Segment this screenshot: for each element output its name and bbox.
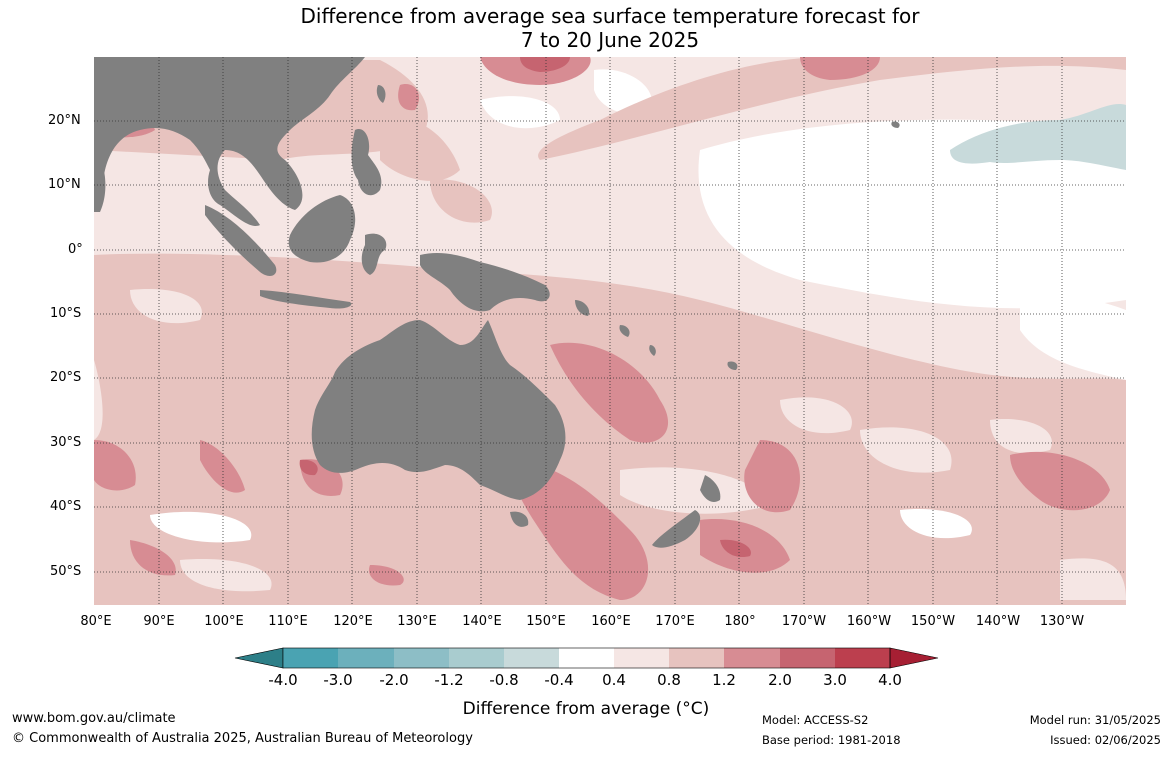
colorbar-bin <box>614 648 669 668</box>
colorbar-bin <box>835 648 890 668</box>
lat-label: 40°S <box>50 499 82 514</box>
colorbar-tick: -3.0 <box>323 671 353 689</box>
map-title-line2: 7 to 20 June 2025 <box>520 28 700 52</box>
colorbar <box>234 647 939 669</box>
lon-label: 160°W <box>846 614 892 629</box>
colorbar-tick: -1.2 <box>434 671 464 689</box>
lon-label: 140°W <box>975 614 1021 629</box>
land-nz-south <box>652 510 701 548</box>
colorbar-bin <box>724 648 780 668</box>
colorbar-tick: -4.0 <box>268 671 298 689</box>
lat-label: 0° <box>68 242 83 257</box>
map-title-line1: Difference from average sea surface temp… <box>300 4 920 28</box>
colorbar-frame <box>282 647 891 669</box>
warm-0.4-pockets <box>130 289 1126 600</box>
colorbar-title: Difference from average (°C) <box>462 699 710 719</box>
copyright-text: © Commonwealth of Australia 2025, Austra… <box>12 731 473 746</box>
land-asia <box>94 57 365 226</box>
colorbar-high-arrow <box>889 647 939 669</box>
colorbar-bin <box>449 648 504 668</box>
cool-region <box>950 103 1126 170</box>
lon-label: 80°E <box>80 614 112 629</box>
land-tasmania <box>510 511 529 527</box>
lon-label: 180° <box>724 614 756 629</box>
website-link[interactable]: www.bom.gov.au/climate <box>12 711 176 726</box>
issued-text: Issued: 02/06/2025 <box>1050 733 1161 747</box>
lat-label: 10°N <box>48 177 81 192</box>
model-text: Model: ACCESS-S2 <box>762 713 869 727</box>
lon-label: 130°W <box>1039 614 1085 629</box>
colorbar-tick: -2.0 <box>379 671 409 689</box>
colorbar-bin <box>394 648 449 668</box>
colorbar-tick: 2.0 <box>768 671 792 689</box>
colorbar-tick: 3.0 <box>823 671 847 689</box>
colorbar-tick: 4.0 <box>878 671 902 689</box>
lon-label: 120°E <box>333 614 373 629</box>
colorbar-low-arrow <box>234 647 284 669</box>
lon-label: 130°E <box>397 614 437 629</box>
lon-label: 110°E <box>268 614 308 629</box>
colorbar-tick: 1.2 <box>712 671 736 689</box>
warm-2.0-regions <box>299 57 751 558</box>
grid-lines <box>94 57 1126 605</box>
lon-label: 100°E <box>204 614 244 629</box>
land-borneo <box>288 195 356 263</box>
model-run-text: Model run: 31/05/2025 <box>1029 713 1161 727</box>
lon-label: 160°E <box>591 614 631 629</box>
land-australia <box>311 320 566 500</box>
lon-label: 140°E <box>462 614 502 629</box>
lon-label: 170°W <box>781 614 827 629</box>
land-masses <box>94 57 900 548</box>
lat-label: 30°S <box>50 435 82 450</box>
land-new-guinea <box>420 252 550 312</box>
lat-label: 50°S <box>50 564 82 579</box>
land-philippines <box>351 129 382 196</box>
colorbar-tick: -0.8 <box>489 671 519 689</box>
map-title: Difference from average sea surface temp… <box>94 4 1126 52</box>
land-java <box>260 290 352 309</box>
lon-label: 150°E <box>526 614 566 629</box>
land-india <box>94 150 106 212</box>
lat-label: 20°S <box>50 370 82 385</box>
base-period-text: Base period: 1981-2018 <box>762 733 901 747</box>
land-sulawesi <box>361 233 387 275</box>
colorbar-bin <box>559 648 614 668</box>
colorbar-bin <box>283 648 338 668</box>
colorbar-tick: 0.4 <box>602 671 626 689</box>
land-taiwan <box>376 85 386 103</box>
colorbar-bin <box>780 648 835 668</box>
warm-1.2-regions <box>94 57 1110 600</box>
colorbar-tick: 0.8 <box>657 671 681 689</box>
colorbar-bin <box>669 648 724 668</box>
lon-label: 150°W <box>910 614 956 629</box>
lon-label: 170°E <box>655 614 695 629</box>
map-area <box>94 57 1126 605</box>
land-nz-north <box>700 475 721 502</box>
lon-label: 90°E <box>143 614 175 629</box>
lat-label: 10°S <box>50 306 82 321</box>
neutral-pockets <box>150 509 972 543</box>
colorbar-bin <box>504 648 559 668</box>
colorbar-tick: -0.4 <box>544 671 574 689</box>
lat-label: 20°N <box>48 113 81 128</box>
colorbar-bin <box>338 648 394 668</box>
